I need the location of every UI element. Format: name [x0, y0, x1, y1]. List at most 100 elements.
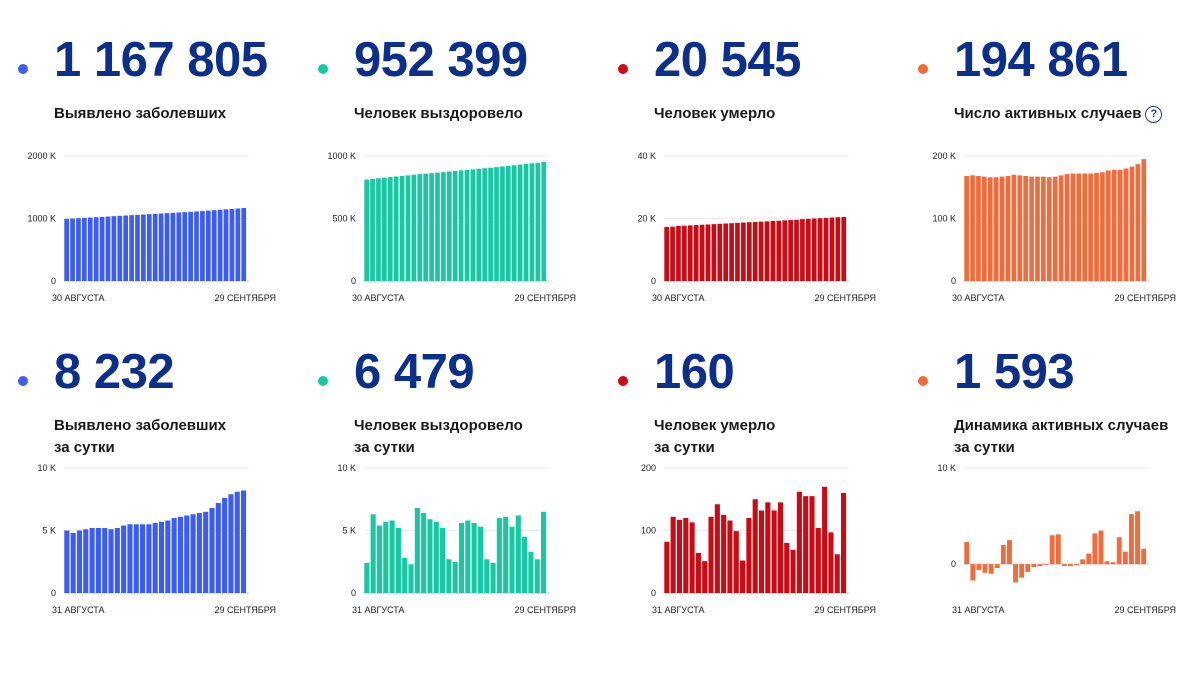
bar	[446, 171, 452, 281]
bar	[146, 214, 152, 281]
bar	[414, 508, 420, 593]
y-tick-label: 0	[51, 588, 56, 598]
bar	[89, 528, 95, 593]
stat-label-line: Динамика активных случаев	[954, 417, 1169, 434]
bar	[229, 208, 235, 281]
legend-dot	[318, 376, 328, 386]
bar	[370, 178, 375, 281]
bar	[835, 217, 841, 281]
bar	[395, 528, 401, 593]
y-tick-label: 0	[351, 588, 356, 598]
bar	[1110, 562, 1116, 565]
bar-chart: 0 10 K 31 АВГУСТА 29 СЕНТЯБРЯ	[937, 463, 1176, 615]
bar	[215, 503, 221, 593]
stat-label: Динамика активных случаев за сутки	[954, 415, 1168, 459]
legend-dot	[18, 376, 28, 386]
bar	[417, 174, 423, 281]
bar	[152, 523, 158, 593]
bar	[1000, 544, 1006, 565]
bar	[223, 209, 229, 281]
x-start-label: 30 АВГУСТА	[52, 293, 105, 303]
y-tick-label: 0	[651, 588, 656, 598]
bar	[182, 212, 188, 281]
bar	[509, 526, 515, 593]
bar	[523, 164, 529, 281]
x-end-label: 29 СЕНТЯБРЯ	[814, 605, 876, 615]
bar	[83, 529, 89, 593]
bar	[171, 518, 177, 593]
bar	[693, 225, 699, 281]
bar	[1055, 534, 1061, 565]
y-tick-label: 20 K	[637, 214, 656, 224]
bar-chart: 0 500 K 1000 K 30 АВГУСТА 29 СЕНТЯБРЯ	[327, 151, 576, 303]
bar	[746, 222, 752, 281]
bar	[102, 528, 108, 593]
bar	[114, 528, 120, 593]
bar	[87, 217, 93, 281]
stat-label: Человек выздоровело за сутки	[354, 415, 523, 459]
bar	[687, 225, 693, 281]
bar	[676, 226, 681, 281]
bar	[964, 542, 970, 565]
bar	[464, 169, 470, 281]
bar	[815, 528, 821, 593]
y-tick-label: 200 K	[932, 151, 956, 161]
x-start-label: 31 АВГУСТА	[352, 605, 405, 615]
bar	[805, 218, 811, 281]
y-tick-label: 10 K	[337, 463, 356, 473]
bar	[1058, 175, 1064, 281]
bar	[505, 165, 511, 281]
bar	[746, 518, 752, 593]
bar	[490, 563, 496, 593]
x-start-label: 30 АВГУСТА	[652, 293, 705, 303]
stat-label: Выявлено заболевших	[54, 103, 226, 125]
x-end-label: 29 СЕНТЯБРЯ	[514, 605, 576, 615]
bar	[1064, 174, 1070, 281]
bar	[970, 175, 975, 281]
bar	[528, 551, 534, 593]
bar	[1129, 514, 1134, 565]
bar	[723, 223, 729, 281]
bar	[503, 516, 509, 593]
bar	[676, 519, 683, 593]
bar	[70, 218, 75, 281]
y-tick-label: 1000 K	[327, 151, 356, 161]
legend-dot	[618, 64, 628, 74]
bar	[988, 564, 994, 574]
bar	[117, 215, 123, 281]
y-tick-label: 200	[641, 463, 656, 473]
bar	[1098, 530, 1104, 565]
bar	[752, 499, 758, 593]
bar	[482, 168, 488, 281]
bar	[1094, 172, 1099, 281]
y-tick-label: 100	[641, 526, 656, 536]
bar-chart: 0 100 K 200 K 30 АВГУСТА 29 СЕНТЯБРЯ	[932, 151, 1176, 303]
bar	[135, 214, 140, 281]
bar	[1017, 175, 1023, 281]
stat-label: Выявлено заболевших за сутки	[54, 415, 226, 459]
bar	[408, 564, 414, 593]
bar	[488, 167, 493, 281]
bar	[146, 524, 152, 593]
bar	[534, 559, 540, 593]
question-circle-icon[interactable]: ?	[1145, 106, 1163, 123]
bar	[241, 208, 247, 281]
bar	[433, 521, 439, 593]
bar	[471, 523, 477, 593]
bar	[1068, 564, 1073, 567]
bar	[1105, 170, 1111, 281]
bar	[770, 221, 776, 281]
bar	[729, 223, 734, 281]
bar-chart: 0 5 K 10 K 31 АВГУСТА 29 СЕНТЯБРЯ	[37, 463, 276, 615]
bar	[752, 221, 758, 281]
y-tick-label: 40 K	[637, 151, 656, 161]
bar-chart: 0 1000 K 2000 K 30 АВГУСТА 29 СЕНТЯБРЯ	[27, 151, 276, 303]
bar	[1019, 564, 1025, 578]
bar	[364, 563, 370, 593]
stat-label-line: Число активных случаев?	[954, 103, 1163, 125]
bar	[141, 214, 146, 281]
bar	[440, 528, 446, 593]
stat-label: Число активных случаев?	[954, 103, 1163, 125]
bar	[764, 221, 770, 281]
x-end-label: 29 СЕНТЯБРЯ	[214, 605, 276, 615]
